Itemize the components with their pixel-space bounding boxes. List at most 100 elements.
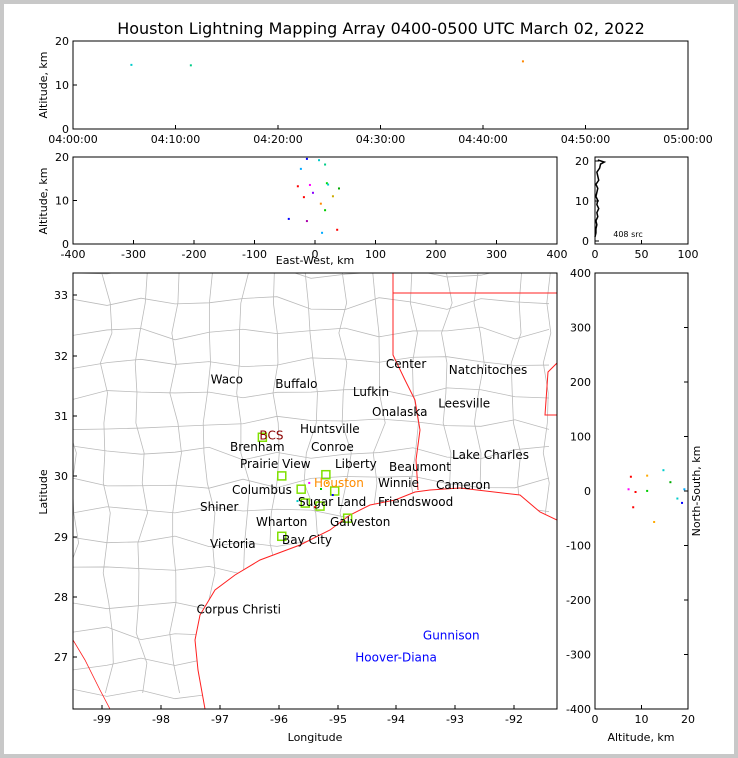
county-border (169, 273, 182, 694)
city-label: Sugar Land (298, 495, 366, 509)
city-label: Columbus (232, 483, 292, 497)
state-border-ms (544, 362, 557, 416)
ew_alt-axes-frame (72, 156, 558, 245)
lma-station-marker (342, 513, 353, 523)
source-point (681, 501, 684, 504)
city-label: Lufkin (353, 385, 389, 399)
county-border (73, 475, 550, 489)
lon-tick-label: -98 (152, 713, 170, 726)
source-point (314, 506, 317, 509)
source-point (634, 491, 637, 493)
county-border (73, 415, 550, 430)
city-label: Prairie View (240, 457, 311, 471)
source-point (325, 481, 328, 484)
source-point (629, 475, 632, 478)
source-count-label: 408 src (613, 230, 643, 239)
source-point (646, 474, 649, 477)
source-point (319, 202, 322, 205)
county-border (202, 273, 216, 694)
city-label: Wharton (256, 515, 307, 529)
county-border (73, 445, 550, 461)
ew-alt-axis-tick-label: 0 (62, 238, 69, 251)
ew-axis-tick-label: -400 (61, 248, 86, 261)
county-border (99, 273, 114, 694)
time-axis-tick-label: 04:50:00 (561, 133, 610, 146)
lma-station-marker (300, 498, 311, 508)
county-border (73, 273, 550, 279)
source-point (325, 182, 328, 185)
county-border (73, 655, 550, 671)
source-point (311, 191, 314, 194)
city-label: Corpus Christi (196, 602, 281, 616)
longitude-label: Longitude (288, 731, 343, 744)
source-point (319, 487, 322, 490)
city-label: Friendswood (378, 495, 453, 509)
county-border (73, 566, 550, 580)
hist-x-axis-tick-label: 0 (592, 248, 599, 261)
time-alt-axis-tick-label: 10 (55, 79, 69, 92)
source-point (662, 469, 665, 472)
ns-alt-x-axis-tick-label: 0 (592, 713, 599, 726)
lat-tick-label: 29 (54, 531, 68, 544)
ns-tick-label: 400 (570, 267, 591, 280)
ns-tick-label: -300 (566, 649, 591, 662)
source-point (669, 481, 672, 484)
ns-tick-label: 300 (570, 322, 591, 335)
ew-axis-tick-label: 200 (426, 248, 447, 261)
city-label: Conroe (311, 440, 354, 454)
source-point (189, 64, 192, 67)
source-point (130, 63, 133, 66)
ns-tick-label: 200 (570, 376, 591, 389)
hist-y-tick-label: 0 (582, 235, 589, 248)
source-point (336, 228, 339, 231)
ns-tick-label: 100 (570, 431, 591, 444)
time-axis-tick-label: 04:40:00 (458, 133, 507, 146)
lat-tick-label: 31 (54, 410, 68, 423)
city-label: Victoria (210, 537, 256, 551)
county-border (73, 356, 550, 369)
chart-title: Houston Lightning Mapping Array 0400-050… (117, 19, 645, 38)
city-label: Gunnison (423, 628, 480, 642)
ew-alt-axis-tick-label: 10 (55, 195, 69, 208)
time-axis-tick-label: 04:10:00 (151, 133, 200, 146)
lon-tick-label: -96 (270, 713, 288, 726)
lon-tick-label: -93 (446, 713, 464, 726)
lon-tick-label: -92 (505, 713, 523, 726)
source-point (646, 489, 649, 492)
ew-axis-tick-label: 400 (547, 248, 568, 261)
ew-axis-tick-label: 300 (486, 248, 507, 261)
ns-tick-label: -100 (566, 540, 591, 553)
ns-alt-xlabel: Altitude, km (607, 731, 674, 744)
county-border (73, 296, 550, 310)
ew-xlabel: East-West, km (276, 254, 354, 267)
time-axis-tick-label: 04:00:00 (48, 133, 97, 146)
city-label: Leesville (438, 396, 490, 410)
hist-y-tick-label: 20 (575, 155, 589, 168)
source-point (331, 195, 334, 198)
city-label: Onalaska (372, 405, 427, 419)
city-label: Lake Charles (452, 448, 529, 462)
lon-tick-label: -99 (93, 713, 111, 726)
source-point (324, 163, 327, 166)
ew-axis-tick-label: 0 (312, 248, 319, 261)
source-point (287, 217, 290, 220)
mexico-coast (73, 639, 111, 709)
city-label: Huntsville (300, 422, 360, 436)
ew-alt-axis-tick-label: 20 (55, 151, 69, 164)
lat-tick-label: 27 (54, 651, 68, 664)
source-point (331, 494, 334, 497)
source-point (337, 187, 340, 190)
ew-axis-tick-label: 100 (365, 248, 386, 261)
hist-y-tick-label: 10 (575, 195, 589, 208)
ew-axis-tick-label: -100 (242, 248, 267, 261)
county-border (541, 273, 557, 694)
city-label: Hoover-Diana (355, 651, 437, 665)
lma-station-marker (329, 486, 340, 496)
city-label: BCS (259, 428, 283, 442)
time-axis-tick-label: 04:20:00 (253, 133, 302, 146)
time-alt-ylabel: Altitude, km (37, 51, 50, 118)
source-point (308, 481, 311, 484)
time-alt-axis-tick-label: 20 (55, 35, 69, 48)
